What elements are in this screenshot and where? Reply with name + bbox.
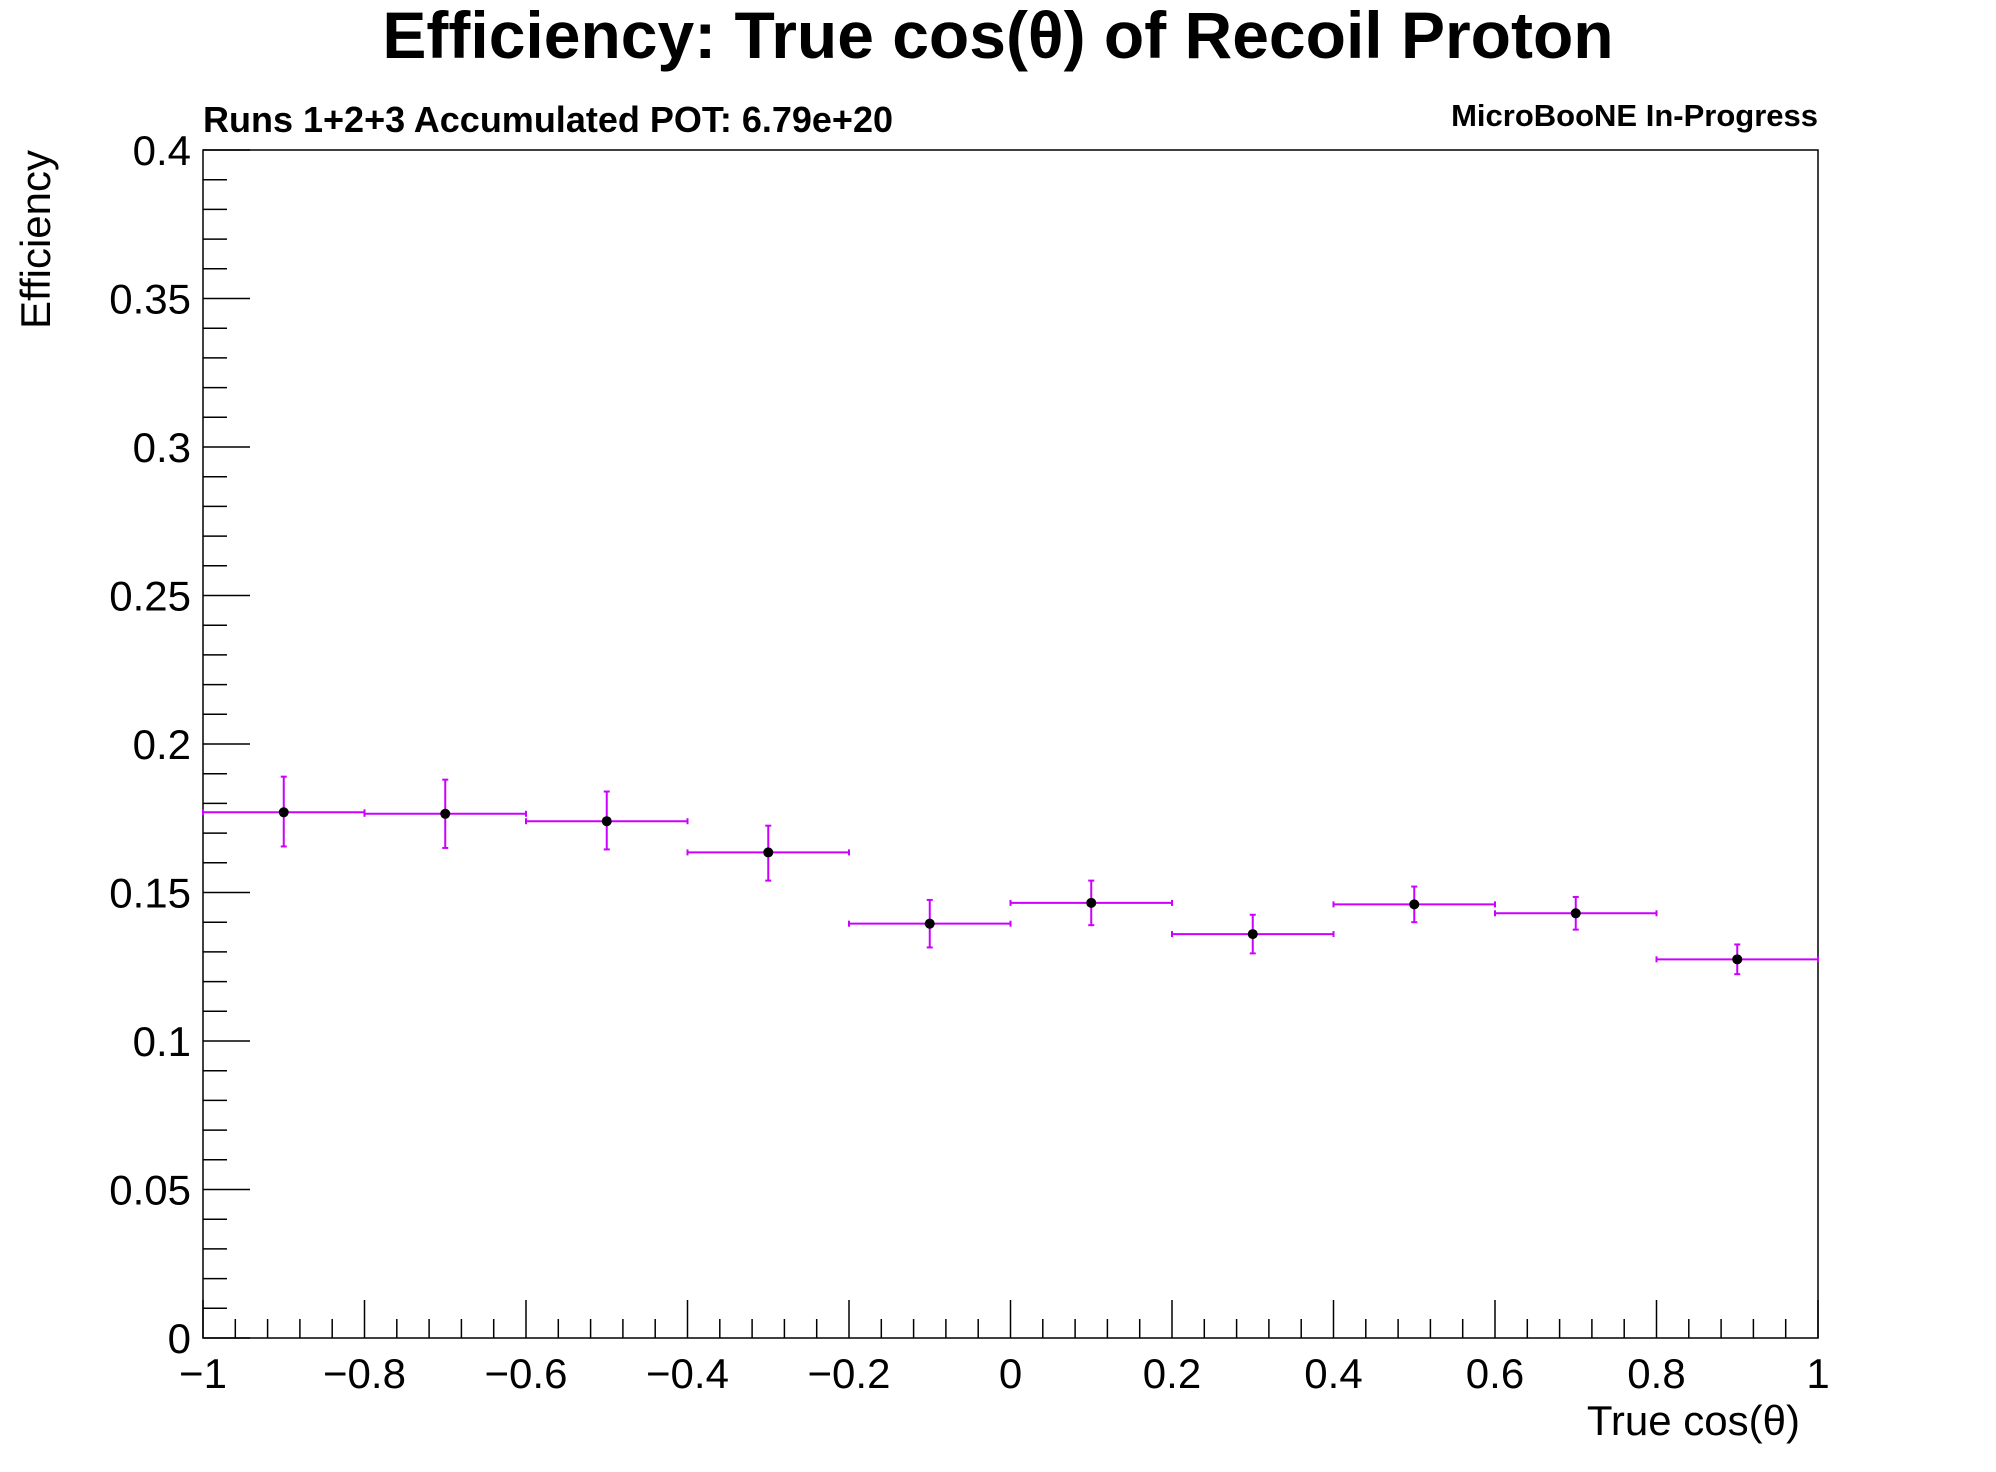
data-point: [525, 790, 689, 851]
chart-subtitle-right: MicroBooNE In-Progress: [1451, 98, 1818, 133]
data-point: [1009, 879, 1173, 927]
data-point: [1494, 895, 1658, 931]
chart-subtitle-left: Runs 1+2+3 Accumulated POT: 6.79e+20: [203, 99, 893, 140]
x-tick-label: −0.2: [808, 1350, 891, 1397]
data-marker: [440, 808, 451, 819]
x-tick-label: −0.8: [323, 1350, 406, 1397]
y-axis-title: Efficiency: [12, 150, 59, 329]
x-tick-label: 0.8: [1627, 1350, 1685, 1397]
data-marker: [1086, 897, 1097, 908]
y-tick-label: 0.15: [109, 870, 191, 917]
data-marker: [1247, 929, 1258, 940]
data-marker: [1732, 954, 1743, 965]
x-tick-label: −0.6: [485, 1350, 568, 1397]
data-point: [686, 824, 850, 882]
y-tick-label: 0.3: [133, 424, 191, 471]
y-tick-labels: 0 0.05 0.1 0.15 0.2 0.25 0.3 0.35 0.4: [109, 127, 191, 1362]
data-marker: [763, 847, 774, 858]
x-tick-label: 0: [999, 1350, 1022, 1397]
y-tick-label: 0.4: [133, 127, 191, 174]
x-tick-label: 1: [1806, 1350, 1829, 1397]
x-tick-label: −1: [179, 1350, 227, 1397]
x-tick-labels: −1 −0.8 −0.6 −0.4 −0.2 0 0.2 0.4 0.6 0.8 1: [179, 1350, 1830, 1397]
data-point: [202, 775, 366, 848]
x-tick-label: 0.2: [1143, 1350, 1201, 1397]
plot-frame: [202, 149, 1819, 1339]
y-tick-label: 0.05: [109, 1167, 191, 1214]
data-marker: [1409, 899, 1420, 910]
data-point: [1655, 943, 1819, 976]
data-marker: [278, 807, 289, 818]
data-point: [848, 898, 1012, 949]
data-point: [1171, 913, 1335, 955]
data-marker: [601, 816, 612, 827]
y-tick-label: 0.2: [133, 721, 191, 768]
y-tick-label: 0: [168, 1315, 191, 1362]
x-tick-label: −0.4: [646, 1350, 729, 1397]
data-marker: [924, 918, 935, 929]
y-tick-label: 0.35: [109, 276, 191, 323]
x-axis-title: True cos(θ): [1587, 1397, 1800, 1444]
data-point: [363, 778, 527, 849]
axis-ticks: [202, 149, 1819, 1339]
x-tick-label: 0.4: [1304, 1350, 1362, 1397]
data-points: [202, 775, 1819, 976]
chart-title: Efficiency: True cos(θ) of Recoil Proton: [382, 0, 1613, 72]
y-tick-label: 0.25: [109, 573, 191, 620]
data-point: [1332, 885, 1496, 924]
data-marker: [1570, 908, 1581, 919]
y-tick-label: 0.1: [133, 1018, 191, 1065]
x-tick-label: 0.6: [1466, 1350, 1524, 1397]
